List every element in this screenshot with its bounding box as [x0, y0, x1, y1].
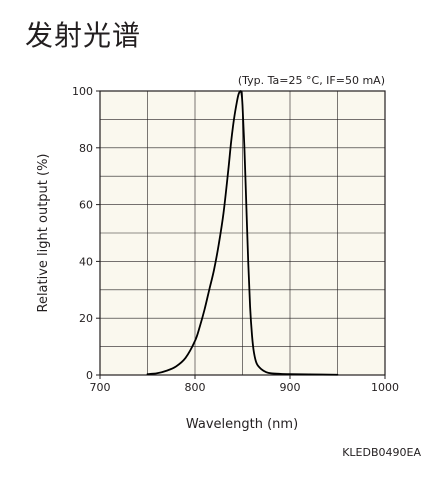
y-axis-label: Relative light output (%): [36, 153, 51, 312]
y-tick-label: 60: [79, 199, 93, 212]
grid-lines: [100, 91, 385, 375]
y-tick-label: 0: [86, 369, 93, 382]
document-code: KLEDB0490EA: [342, 446, 421, 459]
series-layer: [146, 90, 339, 376]
axis-ticks: 700 800 900 1000 0 20 40 60 80 100: [72, 85, 399, 394]
spectrum-curve: [146, 90, 339, 376]
x-axis-label: Wavelength (nm): [186, 417, 298, 432]
y-tick-label: 40: [79, 255, 93, 268]
plot-frame: [99, 90, 386, 376]
y-tick-label: 80: [79, 142, 93, 155]
y-tick-label: 100: [72, 85, 93, 98]
x-tick-label: 800: [185, 381, 206, 394]
x-tick-label: 1000: [371, 381, 399, 394]
page-title: 发射光谱: [25, 19, 142, 52]
x-tick-label: 700: [90, 381, 111, 394]
y-tick-label: 20: [79, 312, 93, 325]
x-tick-label: 900: [280, 381, 301, 394]
condition-note: (Typ. Ta=25 °C, IF=50 mA): [238, 74, 385, 87]
